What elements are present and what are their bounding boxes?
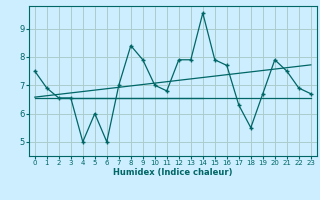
X-axis label: Humidex (Indice chaleur): Humidex (Indice chaleur) (113, 168, 233, 177)
